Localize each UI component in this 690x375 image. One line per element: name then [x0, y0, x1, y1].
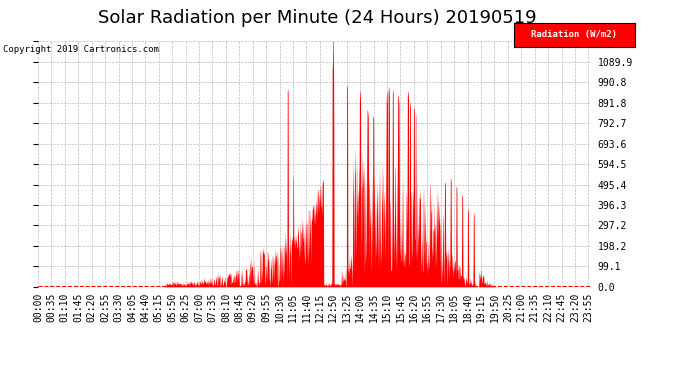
Text: Solar Radiation per Minute (24 Hours) 20190519: Solar Radiation per Minute (24 Hours) 20… [98, 9, 537, 27]
Text: Copyright 2019 Cartronics.com: Copyright 2019 Cartronics.com [3, 45, 159, 54]
Text: Radiation (W/m2): Radiation (W/m2) [531, 30, 618, 39]
